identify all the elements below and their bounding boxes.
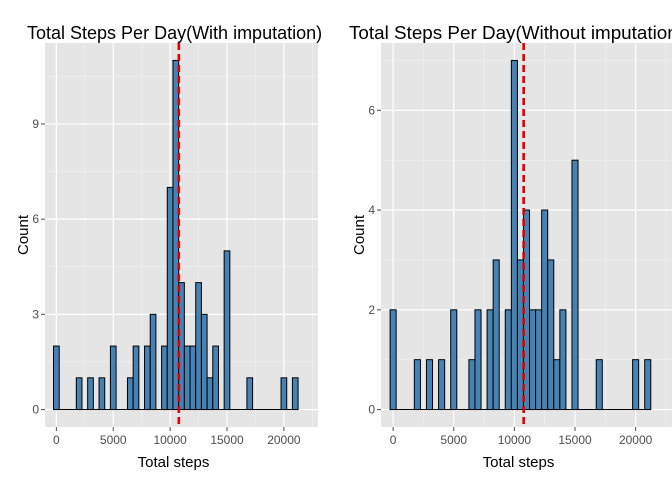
histogram-bar <box>98 377 106 411</box>
histogram-bar <box>535 309 543 411</box>
histogram-bar <box>559 309 567 411</box>
histogram-bar <box>644 359 652 411</box>
y-tick-label: 0 <box>368 403 375 417</box>
x-tick-label: 15000 <box>558 433 592 447</box>
histogram-bar <box>468 359 476 411</box>
histogram-bar <box>504 309 512 411</box>
histogram-bar <box>389 309 397 411</box>
y-tick-label: 4 <box>368 203 375 217</box>
x-tick-label: 10000 <box>498 433 532 447</box>
histogram-bar <box>492 259 500 411</box>
y-tick-label: 3 <box>32 307 39 321</box>
histogram-bar <box>161 345 168 411</box>
histogram-bar <box>246 377 254 411</box>
x-tick-label: 0 <box>53 433 60 447</box>
x-axis-label: Total steps <box>483 454 555 471</box>
histogram-bar <box>450 309 458 411</box>
histogram-bar <box>149 313 157 411</box>
histogram-bar <box>189 345 197 411</box>
histogram-bar <box>126 377 134 411</box>
histogram-bar <box>206 377 214 411</box>
y-tick-label: 9 <box>32 117 39 131</box>
histogram-bar <box>474 309 482 411</box>
x-tick-label: 5000 <box>100 433 127 447</box>
histogram-bar <box>132 345 140 411</box>
x-tick-label: 5000 <box>440 433 467 447</box>
histogram-bar <box>109 345 117 411</box>
axis-ticks: 0 5000 10000 15000 20000 0 2 4 6 <box>368 103 652 447</box>
histogram-bar <box>425 359 434 411</box>
histogram-bar <box>183 345 191 411</box>
x-axis-label: Total steps <box>138 454 210 471</box>
y-axis-label: Count <box>351 214 368 255</box>
y-axis-label: Count <box>15 214 32 255</box>
histogram-bar <box>547 259 555 411</box>
histogram-bar <box>223 250 231 411</box>
histogram-bar <box>53 345 60 411</box>
histogram-without-imputation: 0 5000 10000 15000 20000 0 2 4 6 Total Steps Per… <box>349 23 672 471</box>
y-tick-label: 0 <box>32 403 39 417</box>
histogram-bar <box>144 345 151 411</box>
histogram-bar <box>486 309 494 411</box>
y-tick-label: 6 <box>368 103 375 117</box>
histogram-with-imputation: 0 5000 10000 15000 20000 0 3 6 9 Total Steps Per… <box>15 23 322 471</box>
histogram-bar <box>413 359 421 411</box>
x-tick-label: 20000 <box>267 433 301 447</box>
y-tick-label: 6 <box>32 212 39 226</box>
x-tick-label: 20000 <box>619 433 653 447</box>
y-tick-label: 2 <box>368 303 375 317</box>
bars <box>53 59 299 411</box>
histogram-bar <box>438 359 446 411</box>
histogram-bar <box>195 282 202 411</box>
histogram-bar <box>529 309 537 411</box>
histogram-bar <box>632 359 640 411</box>
histogram-bar <box>200 313 208 411</box>
x-tick-label: 0 <box>390 433 397 447</box>
histogram-bar <box>87 377 94 411</box>
histogram-bar <box>553 359 561 411</box>
chart-title: Total Steps Per Day(Without imputation) <box>349 23 672 43</box>
axis-ticks: 0 5000 10000 15000 20000 0 3 6 9 <box>32 117 301 447</box>
histogram-bar <box>280 377 288 411</box>
chart-title: Total Steps Per Day(With imputation) <box>27 23 322 43</box>
x-tick-label: 10000 <box>153 433 187 447</box>
histogram-bar <box>571 159 579 411</box>
histogram-bar <box>291 377 299 411</box>
histogram-bar <box>541 209 549 411</box>
histogram-bar <box>510 59 518 411</box>
histogram-bar <box>212 345 219 411</box>
histogram-bar <box>166 186 174 411</box>
histogram-bar <box>595 359 603 411</box>
histogram-bar <box>75 377 83 411</box>
x-tick-label: 15000 <box>210 433 244 447</box>
